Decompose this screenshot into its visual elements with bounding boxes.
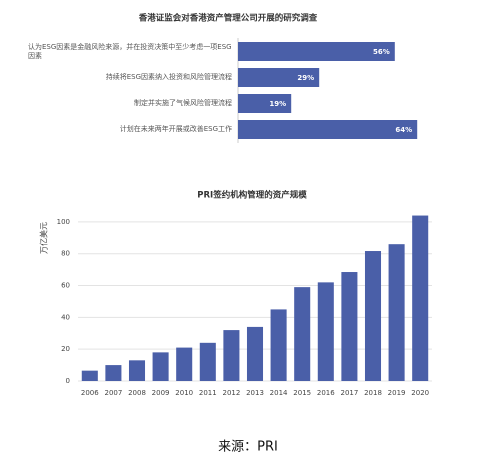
x-tick-label: 2016 <box>317 389 335 397</box>
category-label-text: 认为ESG因素是金融风险来源，并在投资决策中至少考虑一项ESG因素 <box>28 42 232 60</box>
value-label: 56% <box>373 48 390 56</box>
bar <box>152 352 169 381</box>
x-tick-label: 2011 <box>199 389 217 397</box>
bar <box>317 282 334 381</box>
bar <box>412 215 429 381</box>
bar <box>223 330 240 381</box>
category-label: 计划在未来两年开展或改善ESG工作 <box>28 114 232 145</box>
y-tick-label: 80 <box>61 250 70 258</box>
x-tick-label: 2020 <box>411 389 429 397</box>
bar <box>238 94 292 113</box>
y-tick-label: 20 <box>61 345 70 353</box>
bar <box>176 347 193 381</box>
category-label: 制定并实施了气候风险管理流程 <box>28 88 232 119</box>
y-tick-label: 40 <box>61 313 70 321</box>
y-tick-label: 100 <box>57 218 70 226</box>
bar <box>105 365 122 381</box>
x-tick-label: 2018 <box>364 389 382 397</box>
bar <box>270 309 287 381</box>
bar <box>341 272 358 381</box>
category-label: 认为ESG因素是金融风险来源，并在投资决策中至少考虑一项ESG因素 <box>28 36 232 67</box>
value-label: 64% <box>395 126 412 134</box>
bar <box>364 251 382 381</box>
category-label-box: 认为ESG因素是金融风险来源，并在投资决策中至少考虑一项ESG因素 <box>28 36 232 67</box>
x-tick-label: 2017 <box>340 389 358 397</box>
bar <box>238 120 418 139</box>
category-label-text: 计划在未来两年开展或改善ESG工作 <box>119 125 232 133</box>
x-tick-label: 2010 <box>175 389 193 397</box>
bar <box>238 42 395 61</box>
category-label-box: 制定并实施了气候风险管理流程 <box>28 88 232 119</box>
category-label: 持续将ESG因素纳入投资和风险管理流程 <box>28 62 232 93</box>
x-tick-label: 2009 <box>152 389 170 397</box>
chart-title: 香港证监会对香港资产管理公司开展的研究调查 <box>138 13 318 24</box>
y-tick-label: 0 <box>66 377 70 385</box>
category-label-box: 持续将ESG因素纳入投资和风险管理流程 <box>28 62 232 93</box>
x-tick-label: 2007 <box>104 389 122 397</box>
x-tick-label: 2014 <box>270 389 288 397</box>
category-label-text: 制定并实施了气候风险管理流程 <box>134 99 232 107</box>
x-tick-label: 2008 <box>128 389 146 397</box>
source: 来源：PRI <box>218 440 278 455</box>
category-label-text: 持续将ESG因素纳入投资和风险管理流程 <box>105 73 232 81</box>
x-tick-label: 2006 <box>81 389 99 397</box>
bar <box>128 360 146 381</box>
bar <box>238 68 320 87</box>
y-axis-label: 万亿美元 <box>39 222 49 254</box>
category-label-box: 计划在未来两年开展或改善ESG工作 <box>28 114 232 145</box>
value-label: 29% <box>297 74 314 82</box>
x-tick-label: 2015 <box>293 389 311 397</box>
y-tick-label: 60 <box>61 282 70 290</box>
value-label: 19% <box>269 100 286 108</box>
bar <box>199 342 216 381</box>
bar <box>294 287 311 381</box>
x-tick-label: 2019 <box>388 389 406 397</box>
x-tick-label: 2012 <box>222 389 240 397</box>
bar <box>81 370 98 381</box>
bar <box>388 244 405 381</box>
bar <box>246 326 264 381</box>
x-tick-label: 2013 <box>246 389 264 397</box>
chart-title: PRI签约机构管理的资产规模 <box>197 190 307 201</box>
